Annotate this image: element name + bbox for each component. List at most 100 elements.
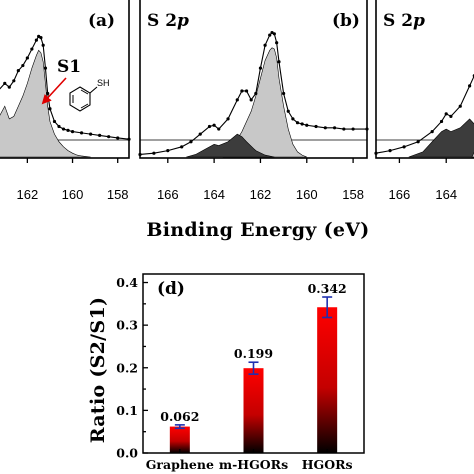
measured-data-point [449,114,453,118]
x-tick-label: 162 [250,187,272,202]
measured-data-point [25,56,29,60]
measured-data-point [351,127,355,131]
measured-spectrum-line [139,31,367,156]
measured-data-point [16,69,20,73]
x-tick-label: 162 [17,187,39,202]
measured-data-point [166,149,170,153]
measured-data-point [295,121,300,125]
measured-data-point [240,89,244,93]
measured-data-point [43,66,48,70]
measured-data-point [70,130,75,134]
s1-annotation: S1 [57,57,81,77]
measured-data-point [66,128,70,132]
measured-spectrum-line [375,75,474,154]
measured-data-point [48,107,52,111]
s2-component-peak [186,133,275,158]
x-axis-title: Binding Energy (eV) [146,219,369,241]
measured-data-point [430,130,434,134]
measured-data-point [468,84,472,88]
panel-b-plot: 166 164 162 160 158 [138,30,369,202]
x-tick-label: 158 [342,187,364,202]
value-label: 0.199 [234,346,273,361]
panel-c-frame [375,0,474,159]
measured-data-point [39,36,43,40]
y-tick-label: 0.0 [116,446,138,461]
measured-data-point [152,151,156,155]
measured-data-point [34,38,38,42]
measured-data-point [332,126,337,130]
sh-label: SH [97,78,110,88]
s1-component-peak [471,151,474,158]
measured-data-point [79,131,84,135]
measured-data-point [212,123,216,127]
x-tick-label: 158 [107,187,129,202]
measured-data-point [286,109,290,113]
panel-a-letter: (a) [88,11,115,31]
measured-data-point [305,123,309,127]
y-tick-label: 0.4 [116,275,138,290]
measured-data-point [275,41,279,45]
measured-data-point [235,98,239,102]
x-tick-label: 164 [435,187,457,202]
measured-data-point [402,145,406,149]
x-tick-label: 160 [296,187,318,202]
measured-data-point [46,91,50,96]
x-tick-label: 160 [62,187,84,202]
x-tick-label: 166 [389,187,411,202]
measured-data-point [189,140,193,144]
category-label: m-HGORs [219,457,288,472]
panel-b-title: S 2p [147,11,189,31]
measured-data-point [323,126,327,130]
measured-data-point [116,136,120,140]
measured-data-point [52,119,57,124]
measured-data-point [98,133,102,138]
y-tick-label: 0.3 [116,318,138,333]
measured-data-point [272,32,276,36]
measured-data-point [89,132,93,136]
measured-data-point [282,91,286,96]
measured-data-point [207,124,212,129]
measured-data-point [61,127,66,131]
measured-data-point [416,140,420,144]
bar [243,368,264,453]
measured-data-point [268,33,272,37]
measured-data-point [180,145,184,149]
measured-data-point [388,149,392,153]
measured-data-point [444,112,448,116]
measured-data-point [7,85,11,89]
panel-d-letter: (d) [157,279,185,299]
measured-data-point [439,119,444,124]
panel-b-letter: (b) [332,11,360,31]
measured-data-point [3,81,7,85]
panel-c-title: S 2p [383,11,425,31]
panel-b-frame [139,0,368,159]
measured-data-point [107,135,111,139]
value-label: 0.342 [308,281,347,296]
measured-data-point [21,63,25,68]
measured-data-point [300,122,304,126]
measured-data-point [291,117,295,121]
measured-data-point [258,66,263,70]
measured-data-point [244,89,249,93]
measured-data-point [254,91,258,96]
category-label: Graphene [146,457,214,472]
y-tick-label: 0.1 [116,403,138,418]
measured-data-point [217,127,221,131]
measured-data-point [458,104,462,108]
panel-c-plot: 166 164 [374,74,474,202]
x-tick-label: 166 [157,187,179,202]
s2-component-peak [408,118,474,158]
category-label: HGORs [302,457,353,472]
value-label: 0.062 [160,409,199,424]
measured-data-point [57,124,61,129]
measured-data-point [249,98,253,102]
panel-d-plot: 0.0 0.1 0.2 0.3 0.4 0.062 Graphene 0.199 m-HGORs… [116,273,365,472]
y-tick-label: 0.2 [116,360,138,375]
measured-data-point [41,43,45,47]
measured-data-point [30,47,34,51]
panel-c: 166 164 S 2p [374,0,474,202]
measured-data-point [226,117,230,121]
s1-arrow [41,77,67,105]
panel-d: 0.0 0.1 0.2 0.3 0.4 0.062 Graphene 0.199 m-HGORs… [87,273,365,472]
